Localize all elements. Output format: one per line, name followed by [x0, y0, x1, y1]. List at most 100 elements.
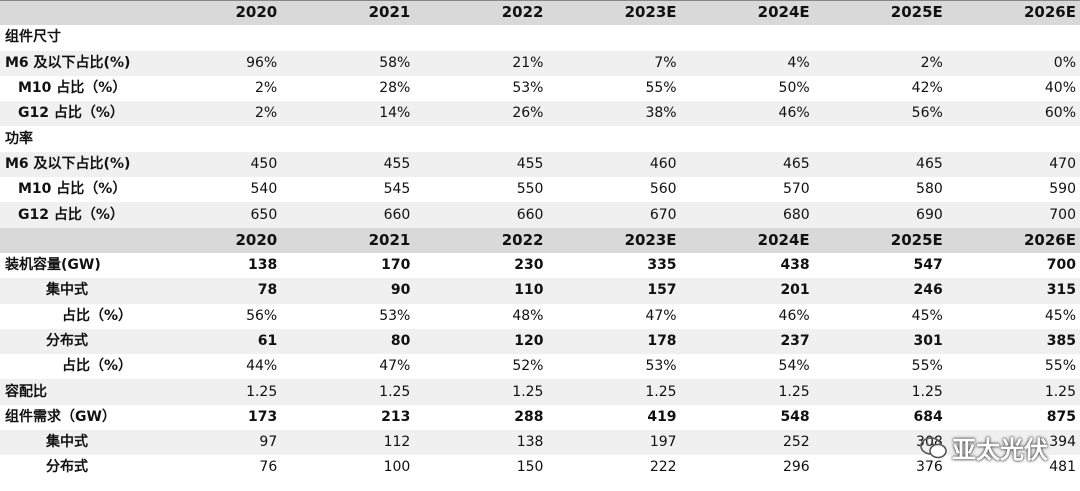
table-cell: 56% [813, 101, 947, 127]
watermark-text: 亚太光伏 [952, 436, 1048, 464]
wechat-icon [920, 436, 947, 458]
table-cell: 100 [383, 459, 411, 476]
table-cell: 301 [813, 328, 947, 355]
table-cell: 550 [516, 181, 544, 198]
table-row: 分布式 76 100 150 222 296 376 481 [0, 455, 1080, 480]
table-cell: 419 [647, 408, 677, 425]
table-cell: 246 [813, 278, 947, 304]
table-row: M10 占比（%） 2% 28% 53% 55% 50% 42% 40% [0, 76, 1080, 101]
table-cell: 26% [414, 101, 548, 127]
table-cell: 670 [547, 202, 681, 228]
table-row: G12 占比（%） 650 660 660 670 680 690 700 [0, 202, 1080, 228]
table-cell: 170 [381, 257, 411, 274]
table-cell: 55% [645, 80, 677, 97]
table-cell: 450 [148, 151, 282, 178]
table-cell: 385 [946, 328, 1080, 355]
table-cell: 288 [514, 408, 544, 425]
table-cell: 14% [281, 101, 415, 127]
table-cell: 1.25 [148, 379, 282, 405]
table-cell: 47% [645, 307, 677, 324]
table-cell: 690 [813, 202, 947, 228]
table-cell: 2% [255, 80, 278, 97]
table-cell: 2% [813, 50, 947, 76]
table-cell: 230 [514, 257, 544, 274]
table-cell: 40% [1044, 80, 1076, 97]
table-cell: 2% [148, 101, 282, 127]
table-cell: 46% [680, 101, 814, 127]
row-label: 集中式 [0, 278, 149, 304]
table-cell: 875 [1046, 408, 1076, 425]
row-label: G12 占比（%） [0, 202, 149, 228]
table-cell: 465 [680, 151, 814, 178]
table-cell: 481 [1049, 459, 1076, 476]
header-year: 2024E [680, 0, 814, 26]
header-year: 2026E [946, 227, 1080, 253]
table-cell: 1.25 [680, 379, 814, 405]
row-label: 分布式 [0, 328, 149, 355]
table-cell: 150 [516, 459, 544, 476]
row-label: 集中式 [0, 430, 149, 456]
table-cell: 112 [281, 430, 415, 456]
table-row: M6 及以下占比(%) 450 455 455 460 465 465 470 [0, 151, 1080, 178]
table-cell: 376 [916, 459, 943, 476]
section-title-row: 组件尺寸 [0, 25, 1080, 50]
table-cell: 53% [512, 80, 544, 97]
table-cell: 201 [680, 278, 814, 304]
table-cell: 455 [281, 151, 415, 178]
row-label: 装机容量(GW) [5, 257, 101, 274]
header-year: 2022 [414, 0, 548, 26]
table-cell: 570 [782, 181, 810, 198]
header-year: 2021 [281, 0, 415, 26]
header-row: 2020 2021 2022 2023E 2024E 2025E 2026E [0, 227, 1080, 253]
row-label: M10 占比（%） [18, 80, 127, 97]
row-label: 占比（%） [62, 358, 133, 375]
table-cell: 46% [778, 307, 810, 324]
section-title: 功率 [5, 130, 33, 147]
table-cell: 47% [379, 358, 411, 375]
table-row: 组件需求（GW） 173 213 288 419 548 684 875 [0, 405, 1080, 430]
table-cell: 54% [778, 358, 810, 375]
table-cell: 1.25 [547, 379, 681, 405]
table-cell: 80 [281, 328, 415, 355]
table-cell: 684 [913, 408, 943, 425]
table-cell: 548 [780, 408, 810, 425]
table-cell: 42% [911, 80, 943, 97]
table-cell: 590 [1049, 181, 1076, 198]
table-cell: 1.25 [281, 379, 415, 405]
table-row: 分布式 61 80 120 178 237 301 385 [0, 328, 1080, 355]
table-cell: 110 [414, 278, 548, 304]
table-cell: 547 [913, 257, 943, 274]
row-label: M6 及以下占比(%) [0, 151, 149, 178]
table-cell: 540 [250, 181, 278, 198]
table-cell: 660 [414, 202, 548, 228]
table-cell: 237 [680, 328, 814, 355]
header-year: 2021 [281, 227, 415, 253]
table-cell: 60% [946, 101, 1080, 127]
row-label: 分布式 [46, 459, 88, 476]
header-year: 2020 [148, 227, 282, 253]
table-cell: 56% [246, 307, 278, 324]
table-cell: 650 [148, 202, 282, 228]
table-cell: 394 [946, 430, 1080, 456]
table-cell: 1.25 [813, 379, 947, 405]
table-row: 占比（%） 44% 47% 52% 53% 54% 55% 55% [0, 354, 1080, 379]
top-border [0, 0, 1080, 1]
table-cell: 52% [512, 358, 544, 375]
header-year: 2026E [946, 0, 1080, 26]
table-cell: 58% [281, 50, 415, 76]
table-cell: 252 [680, 430, 814, 456]
header-row: 2020 2021 2022 2023E 2024E 2025E 2026E [0, 0, 1080, 26]
table-cell: 4% [680, 50, 814, 76]
table-cell: 335 [647, 257, 677, 274]
header-year: 2020 [148, 0, 282, 26]
table-cell: 50% [778, 80, 810, 97]
table-cell: 78 [148, 278, 282, 304]
forecast-table: 2020 2021 2022 2023E 2024E 2025E 2026E 组… [0, 0, 1080, 480]
table-cell: 660 [281, 202, 415, 228]
header-year: 2023E [547, 227, 681, 253]
table-cell: 173 [248, 408, 278, 425]
table-cell: 120 [414, 328, 548, 355]
table-cell: 460 [547, 151, 681, 178]
header-year: 2023E [547, 0, 681, 26]
